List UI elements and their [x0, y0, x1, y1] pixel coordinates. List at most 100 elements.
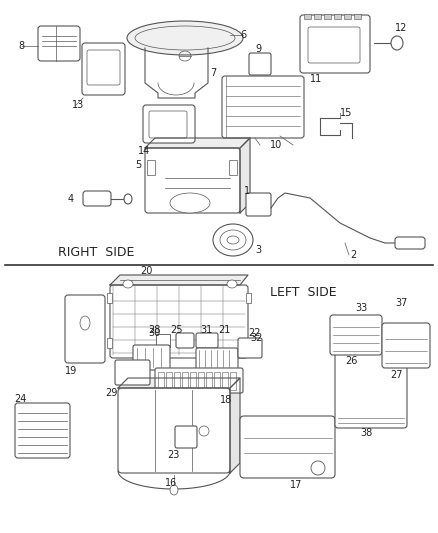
- FancyBboxPatch shape: [335, 338, 407, 428]
- FancyBboxPatch shape: [300, 15, 370, 73]
- Text: 37: 37: [395, 298, 407, 308]
- Bar: [324, 14, 331, 19]
- FancyBboxPatch shape: [222, 76, 304, 138]
- FancyBboxPatch shape: [395, 237, 425, 249]
- Text: 33: 33: [355, 303, 367, 313]
- Bar: [214, 372, 220, 390]
- Polygon shape: [240, 138, 250, 213]
- Text: 6: 6: [240, 30, 246, 40]
- Bar: [147, 160, 155, 175]
- Ellipse shape: [124, 194, 132, 204]
- FancyBboxPatch shape: [133, 345, 170, 370]
- FancyBboxPatch shape: [238, 338, 262, 358]
- FancyBboxPatch shape: [382, 323, 430, 368]
- Polygon shape: [110, 275, 248, 285]
- FancyBboxPatch shape: [246, 193, 271, 216]
- Text: 31: 31: [200, 325, 212, 335]
- FancyBboxPatch shape: [175, 426, 197, 448]
- Polygon shape: [118, 378, 240, 388]
- Ellipse shape: [227, 280, 237, 288]
- FancyBboxPatch shape: [149, 111, 187, 138]
- FancyBboxPatch shape: [118, 388, 230, 473]
- FancyBboxPatch shape: [82, 43, 125, 95]
- Text: 14: 14: [138, 146, 150, 156]
- FancyBboxPatch shape: [196, 348, 238, 370]
- Bar: [230, 372, 236, 390]
- Bar: [246, 338, 251, 348]
- Text: 11: 11: [310, 74, 322, 84]
- FancyBboxPatch shape: [155, 368, 243, 393]
- FancyBboxPatch shape: [145, 148, 240, 213]
- Bar: [334, 14, 341, 19]
- Text: 15: 15: [340, 108, 353, 118]
- Ellipse shape: [199, 426, 209, 436]
- Text: 21: 21: [218, 325, 230, 335]
- Bar: [304, 14, 311, 19]
- Polygon shape: [145, 138, 250, 148]
- Text: 23: 23: [167, 450, 180, 460]
- FancyBboxPatch shape: [87, 50, 120, 85]
- FancyBboxPatch shape: [196, 333, 218, 348]
- Ellipse shape: [170, 485, 178, 495]
- FancyBboxPatch shape: [176, 333, 194, 348]
- Bar: [107, 338, 112, 348]
- Bar: [222, 372, 228, 390]
- Text: LEFT  SIDE: LEFT SIDE: [270, 287, 337, 300]
- Text: 8: 8: [18, 41, 24, 51]
- Bar: [314, 14, 321, 19]
- FancyBboxPatch shape: [115, 360, 150, 385]
- FancyBboxPatch shape: [65, 295, 105, 363]
- Ellipse shape: [311, 461, 325, 475]
- FancyBboxPatch shape: [15, 403, 70, 458]
- Bar: [158, 372, 164, 390]
- Ellipse shape: [220, 230, 246, 250]
- FancyBboxPatch shape: [308, 27, 360, 63]
- Bar: [229, 160, 237, 175]
- Ellipse shape: [127, 21, 243, 55]
- Text: 22: 22: [248, 328, 261, 338]
- Bar: [190, 372, 196, 390]
- Text: 25: 25: [170, 325, 183, 335]
- Text: 1: 1: [244, 186, 250, 196]
- Text: 38: 38: [360, 428, 372, 438]
- Text: 4: 4: [68, 194, 74, 204]
- Text: 12: 12: [395, 23, 407, 33]
- Bar: [156, 334, 170, 347]
- Text: 24: 24: [14, 394, 26, 404]
- Ellipse shape: [213, 224, 253, 256]
- Polygon shape: [230, 378, 240, 473]
- Text: 7: 7: [210, 68, 216, 78]
- Ellipse shape: [391, 36, 403, 50]
- FancyBboxPatch shape: [110, 285, 248, 358]
- Bar: [107, 293, 112, 303]
- Text: 5: 5: [135, 160, 141, 170]
- Text: 29: 29: [105, 388, 117, 398]
- Ellipse shape: [80, 316, 90, 330]
- Text: 28: 28: [148, 325, 160, 335]
- Text: 18: 18: [220, 395, 232, 405]
- Text: 26: 26: [345, 356, 357, 366]
- Ellipse shape: [227, 236, 239, 244]
- FancyBboxPatch shape: [330, 315, 382, 355]
- Bar: [166, 372, 172, 390]
- FancyBboxPatch shape: [83, 191, 111, 206]
- Bar: [182, 372, 188, 390]
- Bar: [354, 14, 361, 19]
- Text: 3: 3: [255, 245, 261, 255]
- Bar: [206, 372, 212, 390]
- Text: 9: 9: [255, 44, 261, 54]
- FancyBboxPatch shape: [249, 53, 271, 75]
- Ellipse shape: [170, 193, 210, 213]
- Text: RIGHT  SIDE: RIGHT SIDE: [58, 246, 134, 260]
- Ellipse shape: [123, 280, 133, 288]
- Text: 30: 30: [148, 328, 160, 338]
- Text: 17: 17: [290, 480, 302, 490]
- Bar: [198, 372, 204, 390]
- FancyBboxPatch shape: [143, 105, 195, 143]
- Text: 16: 16: [165, 478, 177, 488]
- Bar: [344, 14, 351, 19]
- Bar: [246, 293, 251, 303]
- Text: 19: 19: [65, 366, 77, 376]
- Text: 2: 2: [350, 250, 356, 260]
- Text: 13: 13: [72, 100, 84, 110]
